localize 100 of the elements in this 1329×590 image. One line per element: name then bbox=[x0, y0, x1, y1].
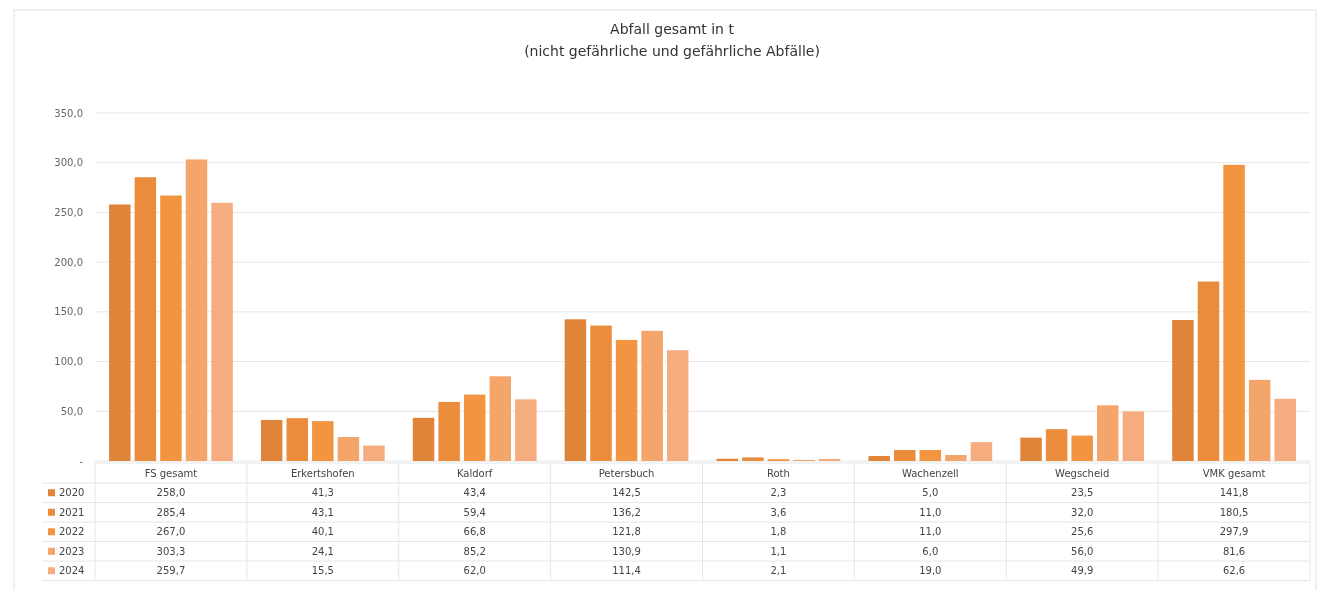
data-label: 41,3 bbox=[311, 487, 334, 499]
data-label: 23,5 bbox=[1071, 487, 1094, 499]
legend-label: 2023 bbox=[59, 545, 85, 557]
y-tick-label: 300,0 bbox=[54, 157, 83, 169]
bar bbox=[337, 437, 360, 461]
bar bbox=[1122, 411, 1145, 461]
data-label: 11,0 bbox=[919, 526, 942, 538]
bar bbox=[363, 445, 385, 461]
data-label: 19,0 bbox=[919, 565, 942, 577]
bar bbox=[1172, 320, 1194, 461]
bar bbox=[438, 401, 460, 461]
bar bbox=[945, 455, 967, 461]
bar bbox=[515, 399, 537, 461]
data-label: 11,0 bbox=[919, 506, 942, 518]
y-tick-label: 100,0 bbox=[54, 356, 83, 368]
data-label: 297,9 bbox=[1219, 526, 1249, 538]
data-label: 25,6 bbox=[1071, 526, 1094, 538]
data-label: 136,2 bbox=[612, 506, 641, 518]
data-label: 62,0 bbox=[463, 565, 486, 577]
bar bbox=[286, 418, 308, 461]
bar bbox=[260, 419, 283, 461]
data-label: 32,0 bbox=[1071, 506, 1094, 518]
data-label: 259,7 bbox=[156, 565, 186, 577]
bar bbox=[185, 159, 208, 461]
data-label: 121,8 bbox=[612, 526, 641, 538]
bar bbox=[489, 376, 511, 461]
bar bbox=[1223, 164, 1245, 461]
data-label: 81,6 bbox=[1222, 545, 1246, 557]
x-tick-label: Erkertshofen bbox=[290, 467, 355, 479]
x-tick-label: Kaldorf bbox=[456, 467, 493, 479]
data-label: 5,0 bbox=[922, 487, 939, 499]
data-label: 142,5 bbox=[612, 487, 641, 499]
bar bbox=[211, 202, 233, 461]
bar bbox=[312, 421, 334, 461]
data-label: 111,4 bbox=[612, 565, 641, 577]
bar bbox=[641, 330, 663, 461]
data-label: 303,3 bbox=[156, 545, 186, 557]
y-tick-label: - bbox=[79, 455, 84, 467]
x-tick-label: Wachenzell bbox=[901, 467, 959, 479]
x-tick-label: VMK gesamt bbox=[1202, 467, 1266, 479]
x-tick-label: Wegscheid bbox=[1055, 467, 1110, 479]
bar bbox=[134, 177, 157, 461]
data-label: 180,5 bbox=[1219, 506, 1249, 518]
data-label: 2,3 bbox=[770, 487, 787, 499]
data-label: 2,1 bbox=[770, 565, 787, 577]
bar bbox=[160, 195, 182, 461]
data-label: 59,4 bbox=[463, 506, 486, 518]
data-label: 49,9 bbox=[1071, 565, 1094, 577]
bar bbox=[894, 450, 916, 461]
y-tick-label: 350,0 bbox=[54, 107, 83, 119]
data-label: 141,8 bbox=[1219, 487, 1249, 499]
legend-label: 2021 bbox=[59, 506, 85, 518]
bar bbox=[868, 456, 890, 461]
data-label: 56,0 bbox=[1071, 545, 1094, 557]
bar bbox=[615, 339, 638, 461]
x-tick-label: FS gesamt bbox=[144, 467, 198, 479]
legend-label: 2022 bbox=[59, 526, 85, 538]
bar bbox=[1197, 281, 1220, 461]
bar bbox=[1274, 398, 1296, 461]
legend-label: 2024 bbox=[59, 565, 85, 577]
data-label: 1,8 bbox=[770, 526, 787, 538]
data-label: 24,1 bbox=[311, 545, 334, 557]
data-label: 43,1 bbox=[311, 506, 334, 518]
data-label: 130,9 bbox=[612, 545, 641, 557]
data-label: 285,4 bbox=[156, 506, 186, 518]
data-label: 1,1 bbox=[770, 545, 787, 557]
data-label: 258,0 bbox=[156, 487, 186, 499]
bar bbox=[463, 394, 486, 461]
x-tick-label: Petersbuch bbox=[598, 467, 655, 479]
bar bbox=[818, 458, 841, 461]
data-label: 15,5 bbox=[311, 565, 334, 577]
data-label: 43,4 bbox=[463, 487, 486, 499]
y-tick-label: 50,0 bbox=[60, 405, 83, 417]
bar bbox=[109, 204, 131, 461]
data-label: 85,2 bbox=[463, 545, 486, 557]
bar bbox=[919, 450, 942, 461]
bar bbox=[412, 417, 435, 461]
data-label: 66,8 bbox=[463, 526, 486, 538]
data-label: 6,0 bbox=[922, 545, 939, 557]
legend-label: 2020 bbox=[59, 487, 85, 499]
data-label: 62,6 bbox=[1222, 565, 1246, 577]
bar bbox=[970, 442, 993, 461]
bar bbox=[590, 325, 612, 461]
bar bbox=[1248, 379, 1271, 461]
bar bbox=[564, 319, 587, 461]
bar bbox=[1071, 435, 1093, 461]
data-label: 40,1 bbox=[311, 526, 334, 538]
bar bbox=[1020, 437, 1042, 461]
data-label: 3,6 bbox=[770, 506, 787, 518]
y-tick-label: 250,0 bbox=[54, 206, 83, 218]
bar bbox=[742, 457, 764, 461]
data-label: 267,0 bbox=[156, 526, 186, 538]
x-tick-label: Roth bbox=[766, 467, 790, 479]
bar bbox=[666, 350, 689, 461]
y-tick-label: 200,0 bbox=[54, 256, 83, 268]
y-tick-label: 150,0 bbox=[54, 306, 83, 318]
chart-title: Abfall gesamt in t bbox=[610, 21, 735, 37]
chart-subtitle: (nicht gefährliche und gefährliche Abfälle) bbox=[524, 43, 820, 59]
bar bbox=[1045, 429, 1068, 461]
bar bbox=[1097, 405, 1119, 461]
